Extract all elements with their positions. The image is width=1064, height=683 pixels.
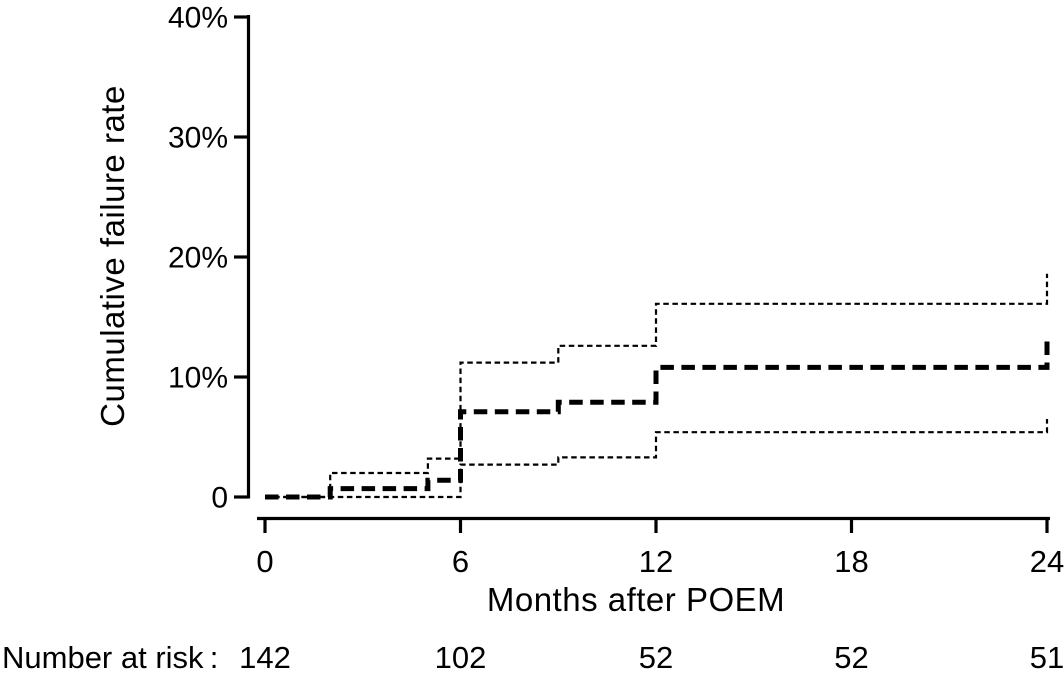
y-ticks: 0 10% 20% 30% 40% — [168, 2, 249, 515]
risk-table: Number at risk : 142 102 52 52 51 — [2, 640, 1064, 675]
y-tick-label: 30% — [168, 122, 228, 155]
lower-ci-line — [265, 419, 1049, 499]
x-tick-label: 6 — [452, 544, 469, 579]
y-tick-label: 10% — [168, 362, 228, 395]
y-tick-label: 20% — [168, 242, 228, 275]
y-axis-title: Cumulative failure rate — [94, 85, 131, 427]
upper-ci-line — [265, 273, 1049, 499]
y-tick-label: 0 — [211, 482, 228, 515]
risk-count: 51 — [1030, 640, 1064, 675]
risk-count: 52 — [834, 640, 868, 675]
x-axis: 0 6 12 18 24 Months after POEM — [256, 516, 1064, 618]
risk-count: 142 — [239, 640, 291, 675]
y-tick-label: 40% — [168, 2, 228, 35]
x-tick-label: 0 — [256, 544, 273, 579]
number-at-risk-label: Number at risk : — [2, 640, 218, 675]
risk-counts: 142 102 52 52 51 — [239, 640, 1064, 675]
failure-estimate-line — [265, 341, 1050, 500]
series-lines — [265, 273, 1050, 500]
x-axis-title: Months after POEM — [487, 581, 785, 618]
x-tick-label: 18 — [834, 544, 868, 579]
risk-count: 52 — [639, 640, 673, 675]
risk-count: 102 — [435, 640, 487, 675]
x-tick-label: 12 — [639, 544, 673, 579]
x-tick-label: 24 — [1030, 544, 1064, 579]
x-ticks: 0 6 12 18 24 — [256, 518, 1064, 579]
y-axis: 0 10% 20% 30% 40% Cumulative failure rate — [94, 2, 251, 515]
